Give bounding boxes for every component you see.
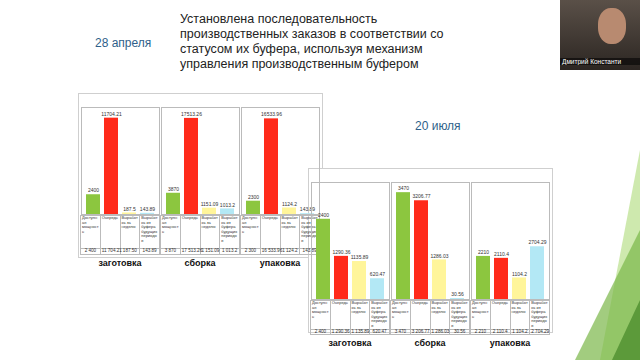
- html-text:Очередь: Очередь: [331, 300, 348, 305]
- svg-text:2400: 2400: [318, 212, 329, 218]
- svg-text:3870: 3870: [168, 186, 179, 192]
- html-text:Очередь: Очередь: [491, 300, 508, 305]
- html-text:сборка: сборка: [414, 338, 446, 349]
- html-text:1 290.36 1 135.89 620.47: 1 290.36 1 135.89 620.47: [331, 328, 387, 334]
- html-text:Выработка из буфера будущих пе: Выработка из буфера будущих периодов: [141, 215, 158, 243]
- html-text:3 470: 3 470: [394, 328, 407, 334]
- html-text:Выработка за неделю: Выработка за неделю: [511, 300, 528, 315]
- html-text:17 513.26 1 151.09: 17 513.26 1 151.09: [181, 248, 220, 253]
- html-text:заготовка: заготовка: [328, 338, 372, 349]
- svg-text:1124.2: 1124.2: [282, 201, 297, 207]
- html-text:2 300: 2 300: [244, 248, 257, 253]
- html-text:Дмитрий Константи: Дмитрий Константи: [562, 58, 622, 65]
- html-text:Выработка за неделю: Выработка за неделю: [201, 215, 218, 230]
- svg-text:143.89: 143.89: [300, 206, 316, 212]
- html-text:20 июля: 20 июля: [415, 119, 461, 133]
- html-text:Доступная мощность: Доступная мощность: [392, 300, 409, 319]
- svg-text:620.47: 620.47: [370, 271, 386, 277]
- svg-text:1290.36: 1290.36: [332, 249, 350, 255]
- svg-text:1151.09: 1151.09: [201, 201, 219, 207]
- html-text:2 400: 2 400: [314, 328, 327, 334]
- html-text:2 210: 2 210: [474, 328, 487, 334]
- svg-text:11704.21: 11704.21: [101, 111, 122, 117]
- svg-text:1013.2: 1013.2: [220, 202, 236, 208]
- html-text:Выработка за неделю: Выработка за неделю: [431, 300, 448, 315]
- html-text:Очередь: Очередь: [261, 215, 278, 220]
- html-text:Доступная мощность: Доступная мощность: [162, 215, 179, 234]
- svg-text:1104.2: 1104.2: [512, 271, 527, 277]
- html-text:Очередь: Очередь: [411, 300, 428, 305]
- svg-text:3206.77: 3206.77: [412, 193, 430, 199]
- html-text:Выработка за неделю: Выработка за неделю: [121, 215, 138, 230]
- html-text:Установлена последовательность: Установлена последовательность производс…: [180, 12, 444, 71]
- html-text:Очередь: Очередь: [101, 215, 118, 220]
- html-text:Выработка из буфера будущих пе: Выработка из буфера будущих периодов: [221, 215, 238, 243]
- svg-text:1286.03: 1286.03: [430, 253, 448, 259]
- svg-text:17513.26: 17513.26: [181, 111, 202, 117]
- html-text:Выработка за неделю: Выработка за неделю: [281, 215, 298, 230]
- html-text:28 апреля: 28 апреля: [95, 36, 152, 50]
- html-text:30.56: 30.56: [453, 328, 466, 334]
- svg-text:2704.29: 2704.29: [528, 239, 546, 245]
- html-text:2 110.4: 2 110.4: [492, 328, 508, 334]
- html-text:143.89: 143.89: [302, 248, 317, 253]
- html-text:Доступная мощность: Доступная мощность: [312, 300, 329, 319]
- html-text:2 400: 2 400: [84, 248, 97, 253]
- svg-text:2210: 2210: [478, 249, 489, 255]
- svg-text:16533.96: 16533.96: [261, 111, 282, 117]
- html-text:Выработка из буфера будущих пе: Выработка из буфера будущих периодов: [301, 215, 318, 243]
- html-text:заготовка: заготовка: [98, 258, 142, 268]
- html-text:Очередь: Очередь: [181, 215, 198, 220]
- html-text:1 104.2: 1 104.2: [512, 328, 528, 334]
- html-text:Выработка из буфера будущих пе: Выработка из буфера будущих периодов: [371, 300, 388, 328]
- svg-text:2400: 2400: [88, 187, 99, 193]
- html-text:Доступная мощность: Доступная мощность: [82, 215, 99, 234]
- html-text:16 533.96 1 124.2: 16 533.96 1 124.2: [261, 248, 298, 253]
- html-text:Выработка из буфера будущих пе: Выработка из буфера будущих периодов: [531, 300, 548, 328]
- html-text:1 013.2: 1 013.2: [222, 248, 238, 253]
- svg-text:187.5: 187.5: [123, 206, 136, 212]
- html-text:сборка: сборка: [184, 258, 216, 268]
- html-text:Доступная мощность: Доступная мощность: [242, 215, 259, 234]
- html-text:143.89: 143.89: [142, 248, 157, 253]
- html-text:2 704.29: 2 704.29: [531, 328, 550, 334]
- html-text:Доступная мощность: Доступная мощность: [472, 300, 489, 319]
- html-text:Выработка за неделю: Выработка за неделю: [351, 300, 368, 315]
- html-text:3 206.77 1 286.03: 3 206.77 1 286.03: [411, 328, 450, 334]
- svg-text:3470: 3470: [398, 185, 409, 191]
- html-text:11 704.21 187.50: 11 704.21 187.50: [101, 248, 137, 253]
- html-text:Выработка из буфера будущих пе: Выработка из буфера будущих периодов: [451, 300, 468, 328]
- svg-text:143.89: 143.89: [140, 206, 156, 212]
- svg-text:30.56: 30.56: [451, 291, 464, 297]
- svg-text:2110.4: 2110.4: [494, 251, 509, 257]
- svg-text:2300: 2300: [248, 194, 259, 200]
- html-text:упаковка: упаковка: [259, 258, 301, 268]
- svg-text:1135.89: 1135.89: [351, 254, 369, 260]
- html-text:3 870: 3 870: [164, 248, 177, 253]
- html-text:упаковка: упаковка: [489, 338, 531, 349]
